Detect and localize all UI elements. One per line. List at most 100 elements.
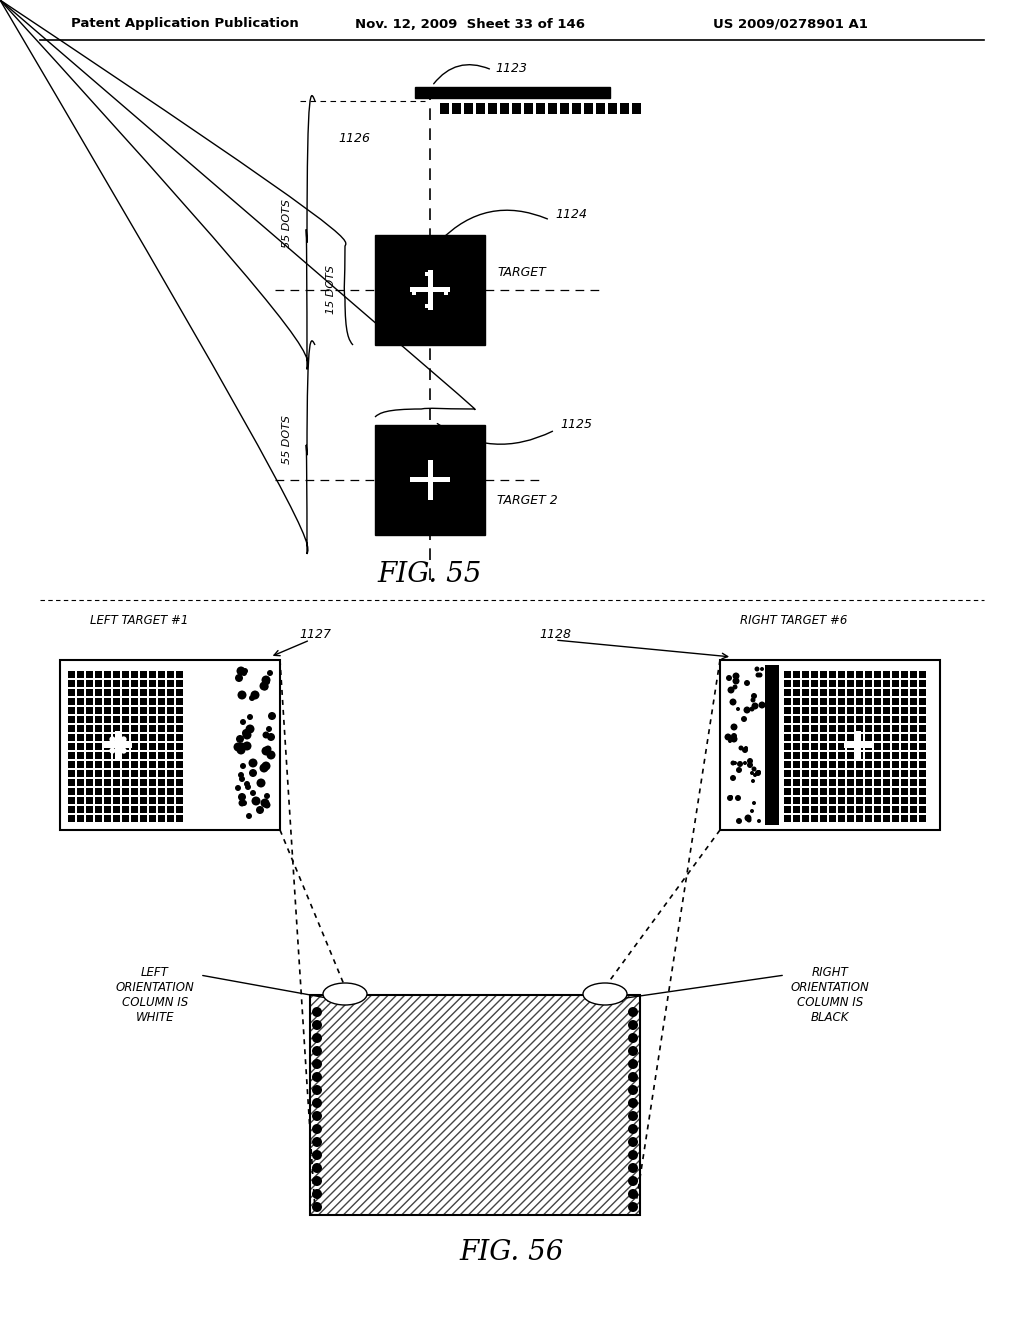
Bar [104,708,111,714]
Bar [140,752,147,759]
Circle shape [233,742,243,751]
Bar [910,743,918,750]
Bar [158,770,165,777]
Text: Nov. 12, 2009  Sheet 33 of 146: Nov. 12, 2009 Sheet 33 of 146 [355,17,585,30]
Bar [113,680,120,686]
Bar [829,715,836,723]
Bar [901,734,908,741]
Bar [838,770,845,777]
Bar [847,814,854,822]
Circle shape [259,681,268,690]
Bar [901,715,908,723]
Circle shape [751,693,757,700]
Bar [874,671,881,678]
Bar [883,779,890,785]
Bar [68,689,75,696]
Bar [150,752,156,759]
Bar [892,788,899,795]
Bar [167,752,174,759]
Bar [847,779,854,785]
Circle shape [742,747,748,752]
Bar [122,797,129,804]
Bar [874,689,881,696]
Bar [95,689,102,696]
Bar [131,671,138,678]
Bar [131,698,138,705]
Bar [140,715,147,723]
Bar [167,715,174,723]
Bar [167,762,174,768]
Bar [919,807,926,813]
Bar [829,814,836,822]
Bar [113,715,120,723]
Bar [113,762,120,768]
Bar [140,689,147,696]
Bar [122,725,129,733]
Bar [784,708,791,714]
Bar [140,708,147,714]
Bar [176,689,183,696]
Bar [784,689,791,696]
Bar [838,788,845,795]
Bar [784,734,791,741]
Circle shape [312,1072,322,1082]
Circle shape [741,715,746,722]
Circle shape [249,696,255,701]
Bar [811,680,818,686]
Bar [150,734,156,741]
Bar [113,671,120,678]
Bar [802,698,809,705]
Bar [95,779,102,785]
Circle shape [312,1150,322,1160]
Bar [892,770,899,777]
Bar [596,103,605,114]
Circle shape [259,763,268,772]
Circle shape [730,760,735,766]
Bar [784,698,791,705]
Circle shape [628,1059,638,1069]
Bar [910,807,918,813]
Bar [811,762,818,768]
Bar [901,671,908,678]
Circle shape [239,742,246,750]
Bar [811,708,818,714]
Bar [150,779,156,785]
Bar [476,103,485,114]
Bar [856,770,863,777]
Circle shape [249,770,257,777]
Bar [892,743,899,750]
Bar [802,734,809,741]
Circle shape [264,746,271,752]
Bar [68,807,75,813]
Bar [892,797,899,804]
Bar [86,770,93,777]
Bar [901,788,908,795]
Bar [176,788,183,795]
Bar [86,689,93,696]
Bar [150,708,156,714]
Bar [375,235,485,345]
Bar [910,715,918,723]
Bar [95,671,102,678]
Bar [865,698,872,705]
Bar [560,103,569,114]
Bar [765,665,779,825]
Bar [140,734,147,741]
Text: 15 DOTS: 15 DOTS [414,434,463,444]
Bar [874,725,881,733]
Bar [122,743,129,750]
Text: 55 DOTS: 55 DOTS [282,416,292,465]
Bar [802,770,809,777]
Bar [113,779,120,785]
Bar [60,660,280,830]
Bar [784,671,791,678]
Bar [167,725,174,733]
Bar [150,671,156,678]
Bar [425,304,429,308]
Ellipse shape [323,983,367,1005]
Bar [122,752,129,759]
Bar [874,752,881,759]
Circle shape [312,1176,322,1185]
Bar [150,689,156,696]
Circle shape [743,762,746,766]
